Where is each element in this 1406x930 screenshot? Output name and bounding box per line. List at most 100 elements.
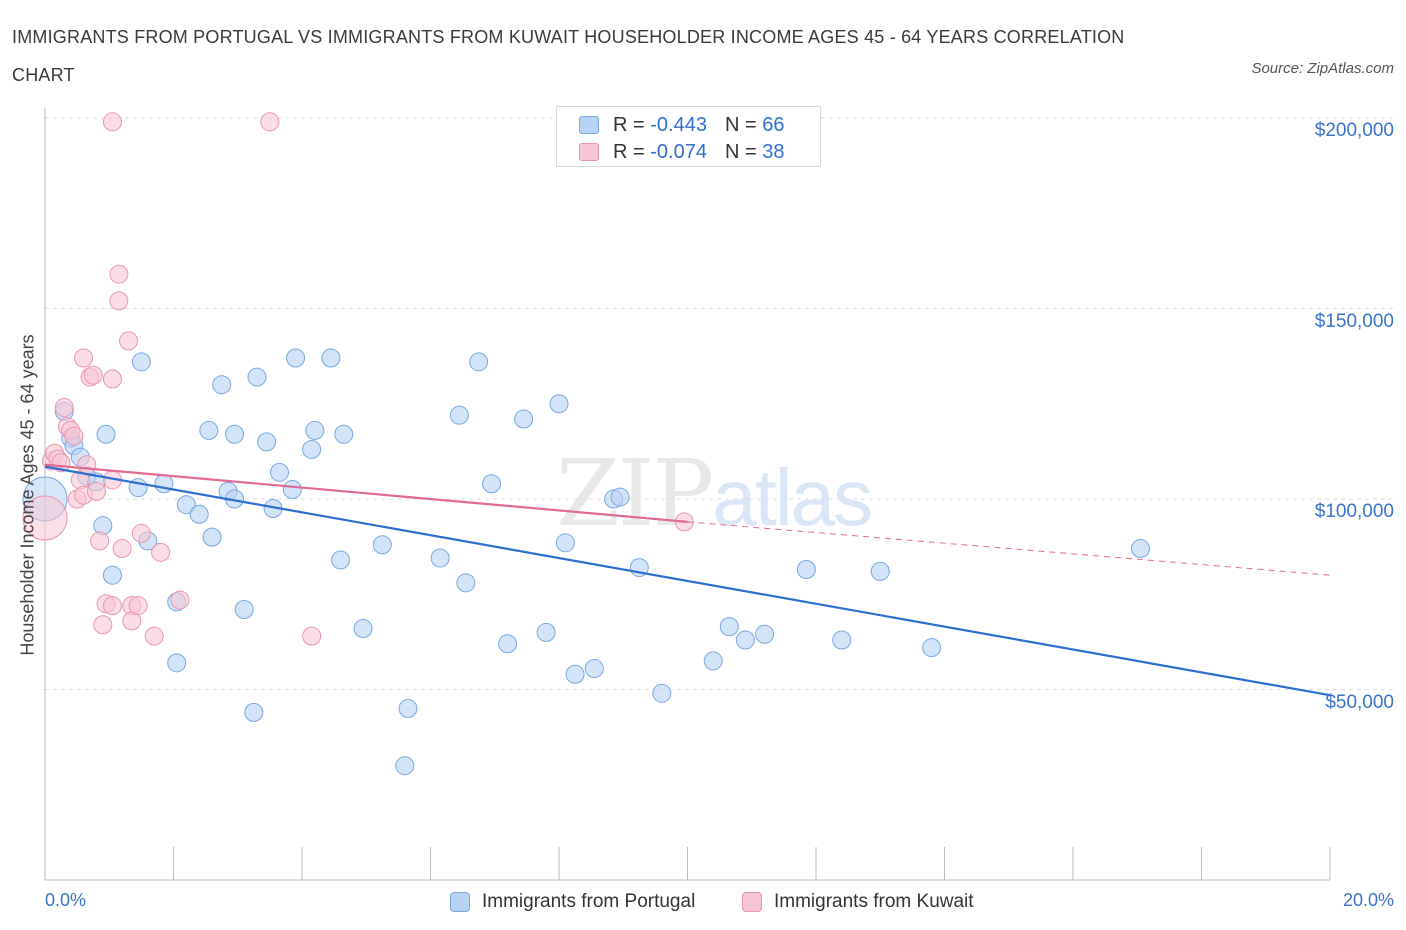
portugal-point bbox=[832, 630, 852, 650]
portugal-point bbox=[353, 619, 373, 639]
trend-lines bbox=[44, 463, 1331, 697]
kuwait-point bbox=[170, 590, 190, 610]
portugal-point bbox=[536, 622, 556, 642]
kuwait-trend-line bbox=[44, 463, 688, 523]
portugal-point bbox=[331, 550, 351, 570]
portugal-point bbox=[286, 348, 306, 368]
portugal-point bbox=[719, 617, 739, 637]
portugal-point bbox=[131, 352, 151, 372]
kuwait-point bbox=[83, 365, 103, 385]
correlation-legend: R = -0.443 N = 66 R = -0.074 N = 38 bbox=[556, 106, 821, 167]
kuwait-point bbox=[102, 112, 122, 132]
legend-item-kuwait[interactable]: Immigrants from Kuwait bbox=[742, 888, 974, 916]
portugal-point bbox=[302, 439, 322, 459]
legend-n-label: N = bbox=[724, 140, 757, 163]
y-tick-label: $150,000 bbox=[1314, 310, 1394, 332]
portugal-point bbox=[199, 420, 219, 440]
portugal-point bbox=[225, 424, 245, 444]
y-tick-label: $50,000 bbox=[1325, 691, 1394, 713]
kuwait-point bbox=[102, 369, 122, 389]
legend-r-label: R = bbox=[613, 113, 645, 136]
portugal-point bbox=[395, 756, 415, 776]
legend-swatch-kuwait bbox=[579, 143, 599, 161]
portugal-point bbox=[257, 432, 277, 452]
x-tick-label-min: 0.0% bbox=[45, 890, 87, 910]
portugal-point bbox=[449, 405, 469, 425]
kuwait-point bbox=[128, 596, 148, 616]
y-axis-title: Householder Income Ages 45 - 64 years bbox=[17, 334, 38, 656]
kuwait-point bbox=[144, 626, 164, 646]
portugal-point bbox=[584, 659, 604, 679]
portugal-point bbox=[549, 394, 569, 414]
legend-swatch-kuwait bbox=[742, 892, 762, 912]
kuwait-point bbox=[54, 398, 74, 418]
legend-r-value-portugal: -0.443 bbox=[650, 113, 707, 136]
kuwait-point bbox=[112, 539, 132, 559]
portugal-point bbox=[102, 565, 122, 585]
kuwait-point bbox=[102, 596, 122, 616]
portugal-point bbox=[176, 495, 196, 515]
portugal-point bbox=[469, 352, 489, 372]
watermark: ZIPatlas bbox=[556, 440, 873, 547]
portugal-point bbox=[735, 630, 755, 650]
kuwait-trend-extension bbox=[687, 521, 1331, 576]
portugal-point bbox=[244, 702, 264, 722]
portugal-point bbox=[270, 462, 290, 482]
portugal-point bbox=[870, 561, 890, 581]
legend-label-portugal: Immigrants from Portugal bbox=[482, 891, 696, 912]
source-label: Source: ZipAtlas.com bbox=[1251, 60, 1394, 77]
legend-row-kuwait: R = -0.074 N = 38 bbox=[579, 139, 784, 165]
portugal-point bbox=[796, 559, 816, 579]
portugal-point bbox=[202, 527, 222, 547]
series-kuwait-points bbox=[22, 112, 694, 646]
kuwait-point bbox=[77, 455, 97, 475]
legend-r-label: R = bbox=[613, 140, 645, 163]
kuwait-point bbox=[109, 264, 129, 284]
portugal-point bbox=[247, 367, 267, 387]
y-tick-label: $100,000 bbox=[1314, 501, 1394, 522]
portugal-point bbox=[282, 479, 302, 499]
portugal-point bbox=[1130, 539, 1150, 559]
portugal-point bbox=[482, 474, 502, 494]
axes bbox=[44, 108, 1331, 881]
portugal-point bbox=[514, 409, 534, 429]
legend-row-portugal: R = -0.443 N = 66 bbox=[579, 112, 784, 138]
legend-n-label: N = bbox=[724, 113, 757, 136]
legend-n-value-portugal: 66 bbox=[762, 113, 785, 136]
portugal-point bbox=[430, 548, 450, 568]
kuwait-point bbox=[302, 626, 322, 646]
kuwait-point bbox=[86, 481, 106, 501]
kuwait-point bbox=[64, 426, 84, 446]
legend-swatch-portugal bbox=[579, 116, 599, 134]
portugal-point bbox=[189, 504, 209, 524]
portugal-point bbox=[555, 533, 575, 553]
kuwait-point bbox=[131, 523, 151, 543]
portugal-point bbox=[565, 664, 585, 684]
watermark-atlas: atlas bbox=[712, 453, 873, 542]
kuwait-point bbox=[260, 112, 280, 132]
portugal-point bbox=[498, 634, 518, 654]
portugal-point bbox=[456, 573, 476, 593]
portugal-point bbox=[652, 683, 672, 703]
portugal-point bbox=[372, 535, 392, 555]
chart-title: IMMIGRANTS FROM PORTUGAL VS IMMIGRANTS F… bbox=[12, 27, 1125, 85]
legend-swatch-portugal bbox=[450, 892, 470, 912]
kuwait-point bbox=[119, 331, 139, 351]
kuwait-point bbox=[90, 531, 110, 551]
portugal-point bbox=[703, 651, 723, 671]
portugal-point bbox=[154, 474, 174, 494]
portugal-point bbox=[305, 420, 325, 440]
portugal-point bbox=[212, 375, 232, 395]
series-legend: Immigrants from Portugal Immigrants from… bbox=[0, 888, 1406, 916]
kuwait-point bbox=[22, 495, 68, 541]
kuwait-point bbox=[74, 348, 94, 368]
portugal-point bbox=[922, 638, 942, 658]
portugal-point bbox=[96, 424, 116, 444]
portugal-point bbox=[167, 653, 187, 673]
portugal-point bbox=[755, 624, 775, 644]
legend-item-portugal[interactable]: Immigrants from Portugal bbox=[450, 888, 695, 916]
y-tick-label: $200,000 bbox=[1314, 120, 1394, 141]
kuwait-point bbox=[93, 615, 113, 635]
legend-r-value-kuwait: -0.074 bbox=[650, 140, 707, 163]
portugal-trend-line bbox=[44, 465, 1331, 697]
